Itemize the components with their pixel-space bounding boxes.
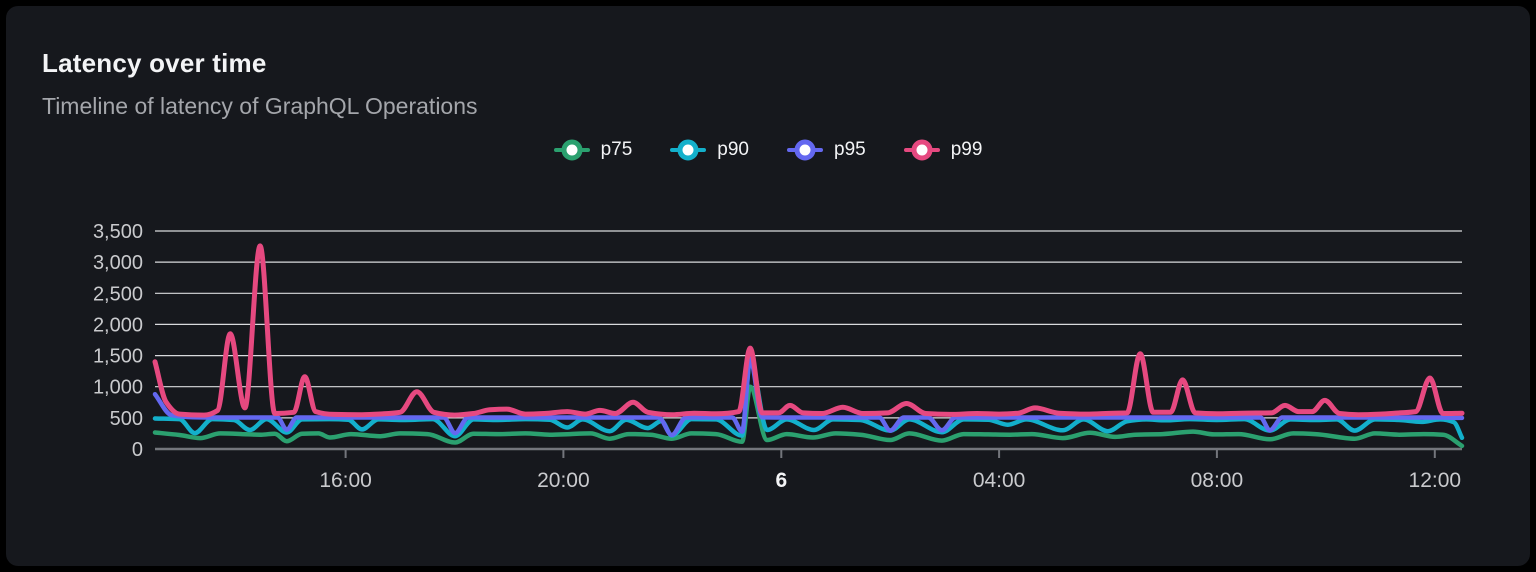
legend-label: p95 [834, 139, 866, 160]
series-line-p75 [152, 384, 1465, 449]
chart-legend: p75 p90 p95 p99 [6, 139, 1530, 161]
legend-label: p90 [717, 139, 749, 160]
y-tick-label-2000: 2,000 [93, 314, 143, 336]
latency-line-chart: 0 500 1,000 1,500 2,000 2,500 3,000 3,500 16:00 2… [93, 221, 1465, 492]
legend-label: p75 [600, 139, 633, 160]
x-tick-label-2000: 20:00 [537, 469, 590, 492]
y-tick-label-3500: 3,500 [93, 221, 143, 243]
chart-subtitle: Timeline of latency of GraphQL Operation… [42, 93, 478, 119]
x-tick-label-0400: 04:00 [973, 469, 1026, 492]
legend-item-p75[interactable]: p75 [553, 139, 633, 161]
series-line-p90 [152, 357, 1465, 441]
legend-marker-p99-icon [903, 139, 940, 161]
x-tick-label-0800: 08:00 [1191, 469, 1244, 492]
legend-item-p90[interactable]: p90 [670, 139, 749, 161]
x-tick-label-1600: 16:00 [319, 469, 372, 492]
legend-item-p99[interactable]: p99 [903, 139, 983, 161]
y-tick-label-500: 500 [110, 408, 143, 430]
legend-item-p95[interactable]: p95 [787, 139, 866, 161]
y-tick-label-2500: 2,500 [93, 283, 143, 305]
legend-label: p99 [950, 139, 983, 160]
x-tick-label-1200: 12:00 [1409, 469, 1462, 492]
legend-marker-p75-icon [553, 139, 590, 161]
y-tick-label-0: 0 [132, 439, 143, 461]
y-tick-label-1000: 1,000 [93, 377, 143, 399]
latency-card: 0 500 1,000 1,500 2,000 2,500 3,000 3,500 16:00 2… [6, 6, 1530, 566]
y-tick-label-1500: 1,500 [93, 346, 143, 368]
page-title: Latency over time [42, 48, 267, 78]
legend-marker-p95-icon [787, 139, 823, 161]
x-tick-label-6: 6 [775, 469, 787, 492]
legend-marker-p90-icon [670, 139, 707, 161]
chart-area: 0 500 1,000 1,500 2,000 2,500 3,000 3,500 16:00 2… [6, 6, 1530, 566]
y-tick-label-3000: 3,000 [93, 252, 143, 274]
series-line-p99 [152, 243, 1465, 418]
